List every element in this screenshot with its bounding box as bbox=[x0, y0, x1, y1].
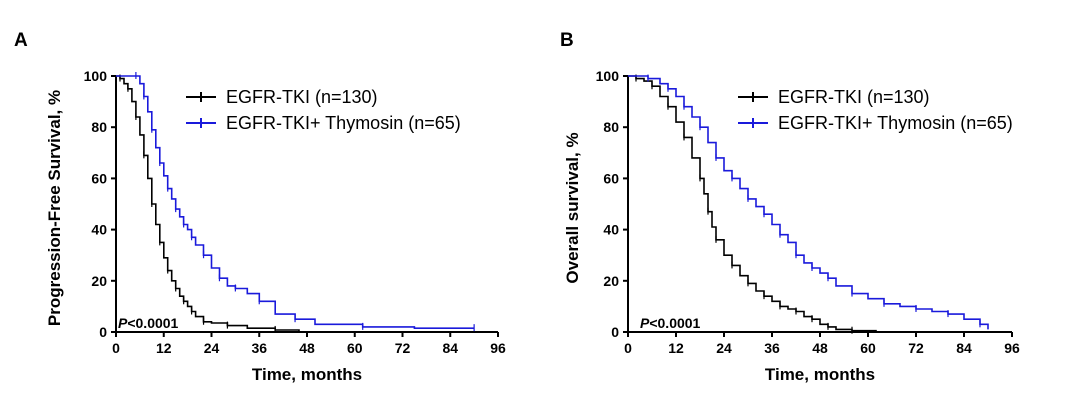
x-tick-label: 24 bbox=[204, 340, 220, 356]
x-axis-label: Time, months bbox=[252, 365, 362, 384]
y-axis-label: Overall survival, % bbox=[563, 132, 582, 283]
panel-b-label: B bbox=[560, 30, 574, 51]
legend-label: EGFR-TKI+ Thymosin (n=65) bbox=[778, 113, 1013, 133]
x-tick-label: 60 bbox=[860, 340, 876, 356]
x-tick-label: 12 bbox=[156, 340, 172, 356]
x-tick-label: 12 bbox=[668, 340, 684, 356]
x-tick-label: 36 bbox=[764, 340, 780, 356]
survival-curve-egfr-tki-thymosin bbox=[116, 75, 475, 329]
y-tick-label: 100 bbox=[84, 68, 108, 84]
x-tick-label: 96 bbox=[1004, 340, 1020, 356]
x-tick-label: 84 bbox=[442, 340, 458, 356]
p-value-annotation: P<0.0001 bbox=[640, 315, 701, 331]
legend-label: EGFR-TKI (n=130) bbox=[778, 87, 930, 107]
y-tick-label: 80 bbox=[603, 119, 619, 135]
x-tick-label: 96 bbox=[490, 340, 506, 356]
x-tick-label: 84 bbox=[956, 340, 972, 356]
x-tick-label: 48 bbox=[299, 340, 315, 356]
panel-a-label: A bbox=[14, 30, 28, 51]
legend-label: EGFR-TKI+ Thymosin (n=65) bbox=[226, 113, 461, 133]
x-tick-label: 72 bbox=[908, 340, 924, 356]
x-tick-label: 48 bbox=[812, 340, 828, 356]
y-tick-label: 40 bbox=[603, 222, 619, 238]
y-tick-label: 20 bbox=[603, 273, 619, 289]
legend-label: EGFR-TKI (n=130) bbox=[226, 87, 378, 107]
y-tick-label: 100 bbox=[596, 68, 620, 84]
y-tick-label: 20 bbox=[91, 273, 107, 289]
y-tick-label: 0 bbox=[99, 324, 107, 340]
x-tick-label: 36 bbox=[251, 340, 267, 356]
p-value-annotation: P<0.0001 bbox=[118, 315, 179, 331]
y-tick-label: 60 bbox=[91, 170, 107, 186]
chart-panel-a: 0 12 24 36 48 60 72 84 96 0 20 40 60 80 100 Time, month… bbox=[45, 68, 506, 384]
x-axis-label: Time, months bbox=[765, 365, 875, 384]
x-tick-label: 24 bbox=[716, 340, 732, 356]
x-tick-label: 72 bbox=[395, 340, 411, 356]
y-tick-label: 80 bbox=[91, 119, 107, 135]
y-axis-label: Progression-Free Survival, % bbox=[45, 90, 64, 326]
y-tick-label: 60 bbox=[603, 170, 619, 186]
x-tick-label: 0 bbox=[112, 340, 120, 356]
x-tick-label: 0 bbox=[624, 340, 632, 356]
y-tick-label: 0 bbox=[611, 324, 619, 340]
x-tick-label: 60 bbox=[347, 340, 363, 356]
chart-panel-b: 0 12 24 36 48 60 72 84 96 0 20 40 60 80 100 Time, month… bbox=[563, 68, 1020, 384]
y-tick-label: 40 bbox=[91, 222, 107, 238]
